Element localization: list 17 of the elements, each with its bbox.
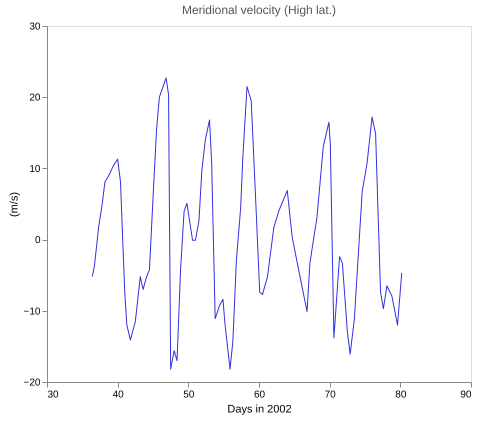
x-tick-label: 90 xyxy=(460,390,472,400)
y-tick-label: 20 xyxy=(29,92,41,104)
y-axis-title: (m/s) xyxy=(8,192,21,218)
y-tick-label: −20 xyxy=(24,378,41,388)
y-tick-label: 0 xyxy=(34,235,41,246)
x-tick-label: 80 xyxy=(395,390,407,400)
y-tick-label: 10 xyxy=(29,164,41,175)
x-tick-label: 50 xyxy=(183,390,195,400)
y-tick-label: 30 xyxy=(29,22,41,32)
line-series xyxy=(92,77,402,370)
x-tick-label: 70 xyxy=(324,390,336,400)
x-axis-title: Days in 2002 xyxy=(227,404,292,416)
x-tick-label: 40 xyxy=(112,390,124,400)
y-tick-label: −10 xyxy=(24,306,41,318)
chart-title: Meridional velocity (High lat.) xyxy=(182,3,336,17)
x-tick-label: 60 xyxy=(254,390,266,400)
x-tick-label: 30 xyxy=(48,390,60,400)
